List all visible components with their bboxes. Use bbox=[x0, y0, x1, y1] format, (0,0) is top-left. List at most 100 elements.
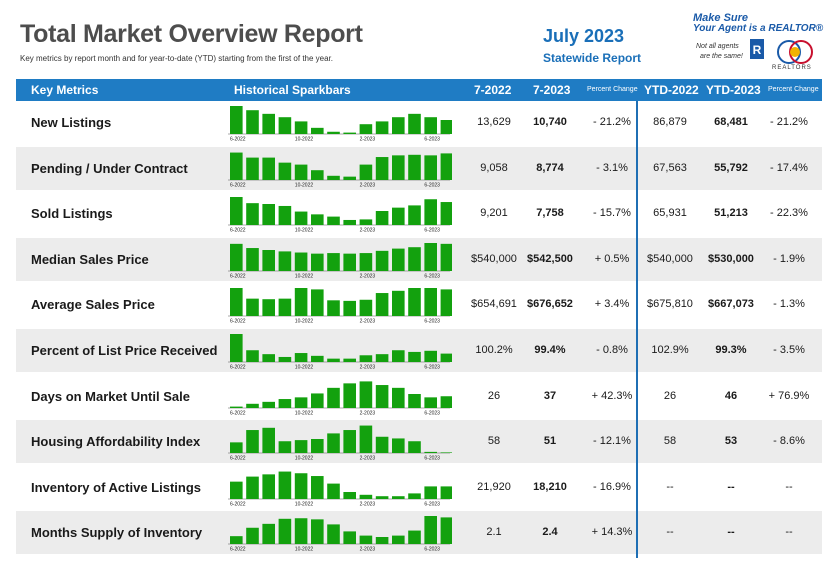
sparkbar-tick-label: 10-2022 bbox=[295, 319, 314, 325]
sparkbar bbox=[359, 494, 373, 499]
sparkbar bbox=[424, 199, 437, 226]
sparkbar bbox=[262, 427, 275, 454]
sparkbar bbox=[230, 197, 243, 226]
table-row: Percent of List Price Received 6-2022 10-2… bbox=[16, 329, 822, 372]
page-title: Total Market Overview Report bbox=[20, 20, 363, 48]
col-header-spark: Historical Sparkbars bbox=[234, 83, 351, 97]
cell-pct: - 15.7% bbox=[593, 207, 631, 220]
sparkbar-tick-label: 6-2023 bbox=[424, 547, 440, 553]
cell-pct: + 14.3% bbox=[591, 526, 633, 539]
cell-ytd-pct: - 1.3% bbox=[773, 298, 805, 311]
sparkbar bbox=[440, 395, 452, 408]
sparkbar bbox=[375, 495, 389, 499]
sparkbar bbox=[278, 117, 292, 134]
sparkbar bbox=[278, 356, 292, 362]
sparkbar-tick-label: 10-2022 bbox=[295, 228, 314, 234]
sparkbar bbox=[392, 207, 405, 226]
brand-note-1: Not all agents bbox=[696, 43, 739, 50]
table-row: Days on Market Until Sale 6-2022 10-2022 2-… bbox=[16, 374, 822, 418]
sparkbar bbox=[246, 247, 259, 271]
cell-ytd-pct: -- bbox=[785, 526, 793, 539]
sparkbar bbox=[424, 350, 437, 362]
table-row: Sold Listings 6-2022 10-2022 2-2023 6-2023 9,… bbox=[16, 192, 822, 236]
sparkbar bbox=[408, 493, 421, 499]
sparkbar bbox=[359, 252, 373, 271]
cell-curr: 7,758 bbox=[536, 207, 564, 220]
cell-ytd-prev: 65,931 bbox=[653, 207, 687, 220]
sparkbar-tick-label: 6-2022 bbox=[230, 410, 246, 416]
sparkbar bbox=[392, 535, 405, 545]
sparkbar bbox=[359, 124, 373, 134]
sparkbar bbox=[392, 154, 405, 180]
sparkbar bbox=[294, 211, 308, 226]
sparkbar-tick-label: 2-2023 bbox=[360, 547, 376, 553]
sparkbar bbox=[278, 519, 292, 545]
sparkbar-tick-label: 2-2023 bbox=[360, 182, 376, 188]
sparkbar bbox=[327, 131, 340, 134]
sparkbar bbox=[230, 442, 243, 454]
sparkbar bbox=[294, 396, 308, 408]
sparkbar bbox=[246, 403, 259, 408]
sparkbar bbox=[440, 452, 452, 454]
table-row: Inventory of Active Listings 6-2022 10-202… bbox=[16, 465, 822, 509]
table-row: New Listings 6-2022 10-2022 2-2023 6-2023 13,… bbox=[16, 101, 822, 144]
sparkbar bbox=[278, 206, 292, 226]
sparkbar bbox=[392, 495, 405, 499]
sparkbar-tick-label: 2-2023 bbox=[360, 501, 376, 507]
metric-label: Pending / Under Contract bbox=[31, 160, 188, 176]
sparkbar-tick-label: 6-2023 bbox=[424, 410, 440, 416]
cell-ytd-curr: 68,481 bbox=[714, 116, 748, 128]
sparkbar bbox=[311, 439, 324, 454]
sparkbar-tick-label: 6-2022 bbox=[230, 365, 246, 371]
sparkbar bbox=[327, 358, 340, 362]
sparkbar-tick-label: 6-2022 bbox=[230, 182, 246, 188]
sparkbar bbox=[375, 293, 389, 317]
sparkbar bbox=[375, 211, 389, 226]
sparkbar-tick-label: 6-2023 bbox=[424, 456, 440, 462]
cell-pct: + 3.4% bbox=[594, 298, 630, 311]
sparkbar-chart: 6-2022 10-2022 2-2023 6-2023 bbox=[228, 380, 452, 416]
cell-ytd-pct: -- bbox=[785, 480, 793, 493]
sparkbar bbox=[408, 246, 421, 271]
cell-ytd-pct: - 1.9% bbox=[773, 252, 805, 265]
sparkbar bbox=[230, 406, 243, 408]
cell-ytd-curr: 55,792 bbox=[714, 161, 748, 174]
cell-pct: + 42.3% bbox=[591, 389, 633, 402]
metric-label: New Listings bbox=[31, 115, 112, 130]
cell-prev: 2.1 bbox=[486, 526, 502, 539]
sparkbar bbox=[359, 164, 373, 180]
cell-curr: 99.4% bbox=[534, 344, 566, 356]
page-subtitle: Key metrics by report month and for year… bbox=[20, 54, 334, 63]
sparkbar bbox=[359, 355, 373, 362]
cell-curr: $676,652 bbox=[527, 298, 573, 311]
cell-prev: $654,691 bbox=[471, 298, 517, 311]
cell-ytd-pct: - 22.3% bbox=[770, 207, 808, 220]
col-header-ytd-pct: Percent Change bbox=[768, 86, 819, 93]
sparkbar bbox=[230, 152, 243, 180]
sparkbar bbox=[246, 528, 259, 545]
sparkbar bbox=[408, 530, 421, 545]
cell-curr: 18,210 bbox=[533, 480, 567, 493]
cell-prev: 9,058 bbox=[480, 161, 508, 174]
sparkbar bbox=[392, 291, 405, 317]
sparkbar-tick-label: 10-2022 bbox=[295, 137, 314, 143]
sparkbar bbox=[311, 393, 324, 408]
sparkbar bbox=[327, 483, 340, 499]
sparkbar bbox=[294, 121, 308, 134]
brand-tagline-2: Your Agent is a REALTOR® bbox=[693, 23, 824, 34]
sparkbar-tick-label: 2-2023 bbox=[360, 137, 376, 143]
sparkbar-tick-label: 2-2023 bbox=[360, 456, 376, 462]
sparkbar bbox=[311, 475, 324, 499]
sparkbar-tick-label: 2-2023 bbox=[360, 228, 376, 234]
cell-prev: 9,201 bbox=[480, 207, 508, 220]
sparkbar bbox=[424, 242, 437, 271]
sparkbar bbox=[246, 157, 259, 180]
sparkbar-chart: 6-2022 10-2022 2-2023 6-2023 bbox=[228, 152, 452, 188]
cell-prev: $540,000 bbox=[471, 252, 517, 265]
sparkbar bbox=[392, 350, 405, 362]
cell-curr: 10,740 bbox=[533, 116, 567, 128]
table-row: Months Supply of Inventory 6-2022 10-2022 2… bbox=[16, 511, 822, 555]
sparkbar bbox=[375, 156, 389, 180]
sparkbar bbox=[327, 300, 340, 317]
sparkbar bbox=[392, 248, 405, 271]
